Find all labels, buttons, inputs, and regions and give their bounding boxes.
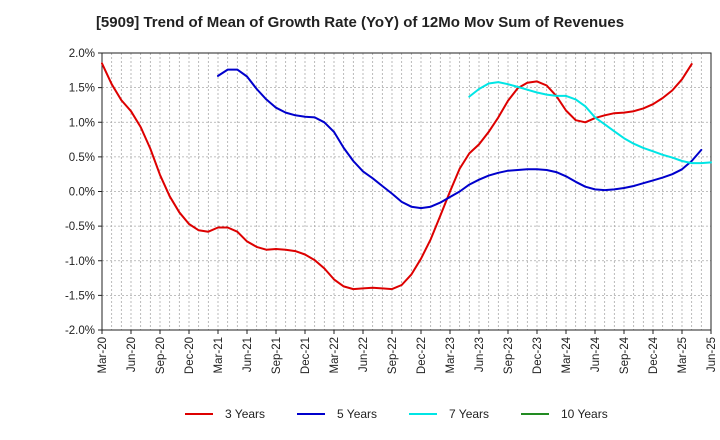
legend-item: 5 Years (297, 407, 377, 421)
x-tick-label: Sep-21 (271, 337, 283, 374)
x-tick-label: Mar-22 (329, 337, 341, 373)
series-line-3-years (101, 62, 693, 291)
x-tick-label: Mar-23 (445, 337, 457, 373)
x-tick-label: Sep-23 (503, 337, 515, 374)
legend-label: 10 Years (561, 407, 608, 421)
legend-label: 7 Years (449, 407, 489, 421)
legend: 3 Years 5 Years 7 Years 10 Years (185, 407, 608, 421)
legend-label: 5 Years (337, 407, 377, 421)
x-tick-label: Sep-24 (619, 336, 631, 374)
y-tick-label: -1.0% (65, 256, 95, 268)
grid-layer (102, 53, 711, 330)
series-line-5-years (217, 68, 703, 210)
y-tick-label: 0.0% (69, 187, 95, 199)
legend-item: 7 Years (409, 407, 489, 421)
x-tick-label: Dec-23 (532, 337, 544, 374)
x-tick-label: Dec-22 (416, 337, 428, 374)
y-tick-label: 1.0% (69, 117, 95, 129)
axis-layer: 2.0% 1.5% 1.0% 0.5% 0.0% -0.5% -1.0% -1.5% -2.0%… (65, 48, 718, 374)
x-tick-label: Dec-24 (648, 336, 660, 374)
x-tick-label: Dec-21 (300, 337, 312, 374)
x-tick-label: Jun-24 (590, 336, 602, 372)
x-tick-label: Mar-21 (213, 337, 225, 373)
series-line-7-years (468, 81, 712, 165)
x-tick-label: Jun-22 (358, 337, 370, 372)
legend-item: 10 Years (521, 407, 608, 421)
x-tick-label: Jun-21 (242, 337, 254, 372)
series-layer (101, 62, 712, 291)
x-tick-label: Mar-24 (561, 336, 573, 373)
x-tick-label: Jun-23 (474, 337, 486, 372)
y-tick-label: 1.5% (69, 83, 95, 95)
legend-label: 3 Years (225, 407, 265, 421)
x-tick-label: Mar-25 (677, 337, 689, 373)
x-tick-label: Sep-20 (155, 337, 167, 374)
x-tick-label: Jun-25 (706, 337, 718, 372)
y-tick-label: 0.5% (69, 152, 95, 164)
y-tick-label: -0.5% (65, 221, 95, 233)
x-tick-label: Mar-20 (97, 337, 109, 373)
x-tick-label: Jun-20 (126, 337, 138, 372)
x-tick-label: Dec-20 (184, 337, 196, 374)
legend-item: 3 Years (185, 407, 265, 421)
y-tick-label: -1.5% (65, 290, 95, 302)
chart-title: [5909] Trend of Mean of Growth Rate (YoY… (95, 14, 625, 31)
y-tick-label: 2.0% (69, 48, 95, 60)
y-tick-label: -2.0% (65, 325, 95, 337)
x-tick-label: Sep-22 (387, 337, 399, 374)
